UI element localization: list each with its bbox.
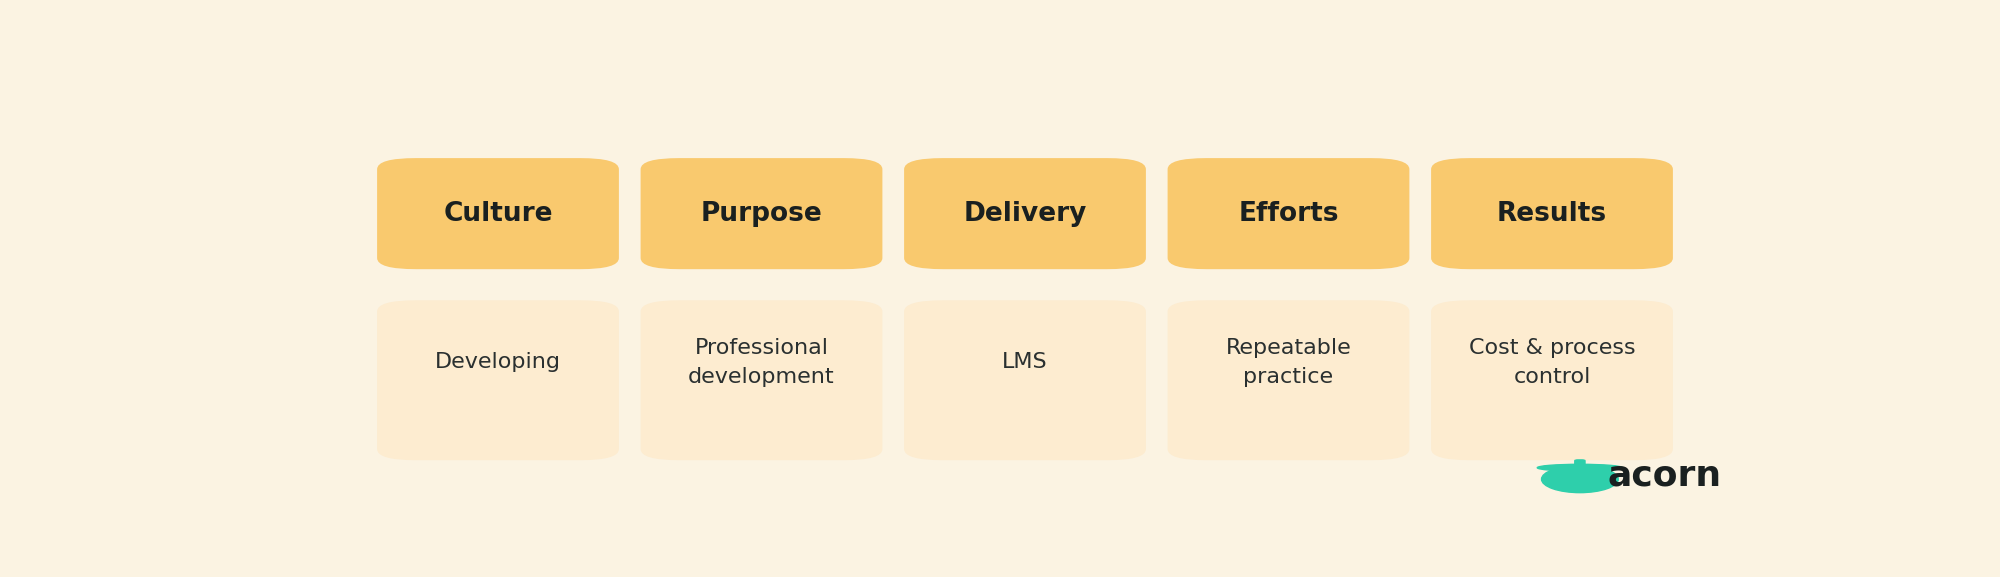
FancyBboxPatch shape [1432, 158, 1672, 269]
FancyBboxPatch shape [904, 300, 1146, 460]
Text: Repeatable
practice: Repeatable practice [1226, 338, 1352, 387]
Ellipse shape [1542, 466, 1618, 493]
Ellipse shape [1538, 464, 1622, 471]
FancyBboxPatch shape [378, 300, 618, 460]
Text: Results: Results [1496, 201, 1608, 227]
Text: Cost & process
control: Cost & process control [1468, 338, 1636, 387]
Text: Professional
development: Professional development [688, 338, 834, 387]
Text: Developing: Developing [436, 353, 560, 373]
Text: Efforts: Efforts [1238, 201, 1338, 227]
FancyBboxPatch shape [1168, 158, 1410, 269]
FancyBboxPatch shape [904, 158, 1146, 269]
Text: LMS: LMS [1002, 353, 1048, 373]
FancyBboxPatch shape [640, 158, 882, 269]
FancyBboxPatch shape [1574, 460, 1586, 465]
FancyBboxPatch shape [1168, 300, 1410, 460]
FancyBboxPatch shape [640, 300, 882, 460]
Text: Culture: Culture [444, 201, 552, 227]
Text: Purpose: Purpose [700, 201, 822, 227]
Text: Delivery: Delivery [964, 201, 1086, 227]
FancyBboxPatch shape [1432, 300, 1672, 460]
FancyBboxPatch shape [378, 158, 618, 269]
Text: acorn: acorn [1608, 459, 1722, 493]
